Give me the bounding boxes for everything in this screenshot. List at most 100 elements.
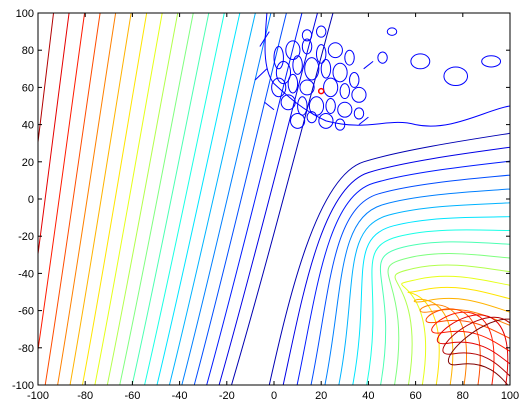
- contour-line-right: [431, 311, 510, 385]
- y-axis: 100 80 60 40 20 0 -20 -40 -60 -80 -100: [12, 8, 510, 392]
- contour-blob: [290, 112, 306, 129]
- contour-line-right: [413, 297, 510, 385]
- contour-blob: [301, 29, 313, 42]
- contour-blobs: [254, 25, 502, 131]
- x-tick-label: 20: [315, 390, 327, 402]
- minimum-marker: [317, 87, 325, 95]
- contour-line-right: [379, 241, 510, 385]
- contour-line-left: [57, 13, 117, 385]
- contour-fragment: [358, 116, 369, 125]
- y-tick-label: 60: [22, 82, 34, 94]
- contour-line-left: [119, 13, 194, 385]
- contour-fragment: [363, 60, 374, 70]
- contour-line-right: [324, 188, 510, 385]
- contour-line-right: [442, 316, 510, 377]
- contour-line-left: [144, 13, 225, 385]
- contour-blob: [318, 112, 334, 129]
- contour-blob: [271, 77, 287, 98]
- x-tick-label: 40: [362, 390, 374, 402]
- contour-line-left: [94, 13, 163, 385]
- contour-blob: [386, 27, 398, 36]
- contour-blob: [325, 98, 336, 114]
- contour-blob: [443, 66, 469, 87]
- contour-line-left: [156, 13, 241, 385]
- x-tick-label: -40: [172, 390, 188, 402]
- contour-line-right: [296, 160, 510, 385]
- contour-line-right: [282, 146, 510, 385]
- contour-blob: [349, 72, 360, 88]
- x-axis: -100 -80 -60 -40 -20 0 20 40 60 80 100: [27, 13, 519, 402]
- contour-fragment: [259, 31, 270, 47]
- contour-line-left: [168, 13, 256, 385]
- contour-line-right: [352, 216, 510, 385]
- contour-blob: [323, 77, 339, 98]
- y-tick-label: -60: [18, 306, 34, 318]
- contour-lines: [38, 13, 510, 385]
- y-tick-label: -100: [12, 380, 34, 392]
- contour-blob: [337, 101, 353, 118]
- contour-line-left: [131, 13, 210, 385]
- contour-line-left: [181, 13, 272, 385]
- contour-line-right: [419, 304, 510, 385]
- contour-blob: [377, 51, 388, 64]
- contour-line-left: [218, 13, 318, 385]
- contour-blob: [339, 83, 351, 100]
- contour-line-left: [44, 13, 101, 385]
- contour-line-right: [310, 174, 510, 385]
- contour-blob: [334, 118, 346, 131]
- contour-blob: [287, 73, 299, 94]
- contour-blob: [301, 38, 313, 55]
- contour-line-left: [38, 13, 86, 354]
- contour-blob: [481, 55, 502, 68]
- contour-blob: [304, 57, 320, 81]
- plot-area: [38, 13, 510, 385]
- x-tick-label: 60: [409, 390, 421, 402]
- y-tick-label: 20: [22, 157, 34, 169]
- contour-line-right: [387, 253, 510, 385]
- contour-blob: [410, 53, 431, 70]
- contour-line-left: [69, 13, 132, 385]
- x-tick-label: 100: [501, 390, 519, 402]
- contour-blob: [306, 111, 317, 124]
- contour-line-right: [436, 314, 510, 385]
- contour-line-left: [38, 13, 70, 259]
- y-tick-label: -40: [18, 268, 34, 280]
- contour-blob: [351, 86, 367, 103]
- contour-blob: [273, 45, 284, 70]
- x-tick-label: -20: [219, 390, 235, 402]
- x-tick-label: -100: [27, 390, 49, 402]
- contour-line-left: [231, 13, 334, 385]
- x-tick-label: 0: [271, 390, 277, 402]
- contour-line-right: [401, 275, 510, 385]
- contour-line-right: [394, 264, 510, 385]
- contour-line-boundary: [264, 13, 510, 127]
- contour-blob: [320, 59, 332, 79]
- contour-blob: [353, 107, 365, 120]
- contour-blob: [280, 94, 296, 111]
- contour-line-left: [193, 13, 287, 385]
- contour-fragment: [254, 68, 268, 81]
- contour-line-left: [106, 13, 179, 385]
- y-tick-label: 80: [22, 45, 34, 57]
- y-tick-label: -20: [18, 231, 34, 243]
- y-tick-label: 0: [28, 194, 34, 206]
- contour-blob: [275, 60, 292, 85]
- x-tick-label: 80: [457, 390, 469, 402]
- x-tick-label: -80: [77, 390, 93, 402]
- contour-blob: [315, 44, 327, 64]
- contour-line-left: [81, 13, 148, 385]
- y-tick-label: 100: [16, 8, 34, 20]
- contour-blob: [344, 49, 355, 66]
- y-tick-label: -80: [18, 343, 34, 355]
- marker-layer: [317, 87, 325, 95]
- contour-line-left: [38, 13, 55, 147]
- contour-fragment: [264, 101, 275, 111]
- contour-blob: [332, 62, 348, 83]
- y-tick-label: 40: [22, 120, 34, 132]
- contour-line-right: [268, 132, 510, 385]
- contour-blob: [285, 40, 301, 61]
- contour-line-right: [366, 229, 510, 385]
- contour-line-right: [338, 202, 510, 385]
- x-tick-label: -60: [124, 390, 140, 402]
